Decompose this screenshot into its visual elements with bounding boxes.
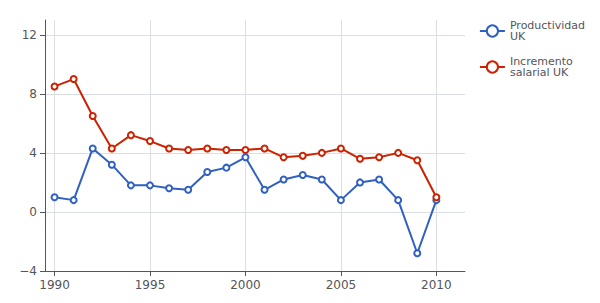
svg-text:12: 12 (22, 28, 37, 42)
svg-text:Productividad: Productividad (509, 19, 585, 32)
svg-text:−4: −4 (19, 264, 37, 278)
svg-text:salarial UK: salarial UK (510, 66, 569, 79)
svg-text:Incremento: Incremento (509, 55, 573, 68)
svg-text:UK: UK (510, 30, 526, 43)
svg-text:1990: 1990 (39, 278, 70, 292)
svg-text:2000: 2000 (230, 278, 261, 292)
svg-text:2005: 2005 (326, 278, 357, 292)
svg-text:1995: 1995 (135, 278, 166, 292)
svg-text:0: 0 (29, 205, 37, 219)
svg-text:2010: 2010 (421, 278, 452, 292)
svg-text:4: 4 (29, 146, 37, 160)
svg-text:8: 8 (29, 87, 37, 101)
